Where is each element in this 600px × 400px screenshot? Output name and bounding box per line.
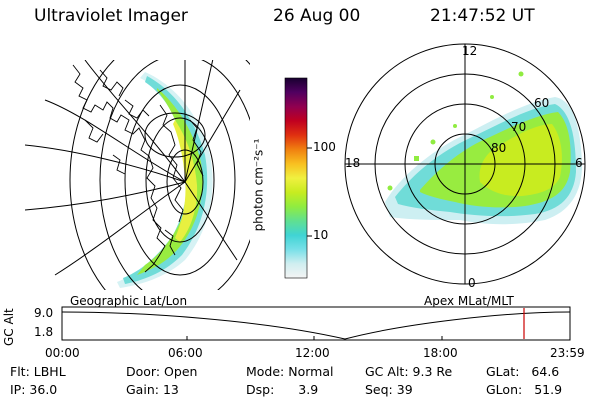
mlt-label-dawn: 6: [575, 156, 583, 170]
status-glon-value: 51.9: [534, 382, 563, 397]
mlt-label-midnight: 0: [468, 276, 476, 290]
colorbar: [284, 77, 312, 279]
status-seq-value: 39: [396, 382, 413, 397]
image-date: 26 Aug 00: [273, 6, 361, 26]
altitude-tick-low: 1.8: [34, 325, 54, 339]
status-seq: Seq: 39: [365, 382, 413, 397]
mlt-label-dusk: 18: [345, 156, 361, 170]
status-ip-label: IP:: [10, 382, 26, 397]
polar-plot: [344, 43, 586, 285]
status-gcalt-label: GC Alt:: [365, 364, 409, 379]
status-mode: Mode: Normal: [246, 364, 334, 379]
status-dsp-label: Dsp:: [246, 382, 275, 397]
status-mode-value: Normal: [288, 364, 334, 379]
status-glon-label: GLon:: [486, 382, 523, 397]
geographic-map-content: [25, 60, 250, 290]
status-flt: Flt: LBHL: [10, 364, 66, 379]
status-glon: GLon: 51.9: [486, 382, 562, 397]
time-tick-4: 23:59: [550, 346, 585, 360]
status-door: Door: Open: [126, 364, 197, 379]
altitude-axis-label: GC Alt: [2, 308, 16, 346]
altitude-plot: [61, 306, 571, 341]
geographic-map: [25, 60, 250, 290]
left-panel-caption: Geographic Lat/Lon: [70, 294, 188, 308]
colorbar-gradient: [284, 77, 308, 279]
mlat-label-70: 70: [511, 120, 527, 134]
status-door-label: Door:: [126, 364, 161, 379]
time-tick-1: 06:00: [168, 346, 203, 360]
status-gain-label: Gain:: [126, 382, 159, 397]
mlt-label-noon: 12: [462, 44, 478, 58]
status-door-value: Open: [164, 364, 198, 379]
time-tick-0: 00:00: [45, 346, 80, 360]
status-glat-value: 64.6: [531, 364, 560, 379]
status-dsp-value: 3.9: [298, 382, 319, 397]
status-seq-label: Seq:: [365, 382, 393, 397]
status-flt-label: Flt:: [10, 364, 30, 379]
colorbar-unit-label: photon cm⁻²s⁻¹: [251, 138, 266, 232]
altitude-plot-frame: [61, 306, 571, 341]
status-gain: Gain: 13: [126, 382, 179, 397]
colorbar-tick-label-10: 10: [313, 228, 329, 242]
status-glat: GLat: 64.6: [486, 364, 559, 379]
time-tick-3: 18:00: [423, 346, 458, 360]
altitude-tick-high: 9.0: [34, 306, 54, 320]
status-gcalt: GC Alt: 9.3 Re: [365, 364, 452, 379]
status-ip: IP: 36.0: [10, 382, 57, 397]
altitude-curve: [61, 311, 571, 340]
time-tick-2: 12:00: [295, 346, 330, 360]
colorbar-tick-label-100: 100: [313, 140, 336, 154]
status-gcalt-value: 9.3 Re: [412, 364, 453, 379]
status-dsp: Dsp: 3.9: [246, 382, 318, 397]
status-glat-label: GLat:: [486, 364, 520, 379]
status-gain-value: 13: [162, 382, 179, 397]
status-ip-value: 36.0: [29, 382, 58, 397]
status-flt-value: LBHL: [33, 364, 66, 379]
image-time: 21:47:52 UT: [430, 6, 535, 26]
mlat-label-80: 80: [491, 141, 507, 155]
instrument-title: Ultraviolet Imager: [34, 6, 188, 26]
mlat-label-60: 60: [534, 96, 550, 110]
right-panel-caption: Apex MLat/MLT: [424, 294, 514, 308]
status-mode-label: Mode:: [246, 364, 285, 379]
